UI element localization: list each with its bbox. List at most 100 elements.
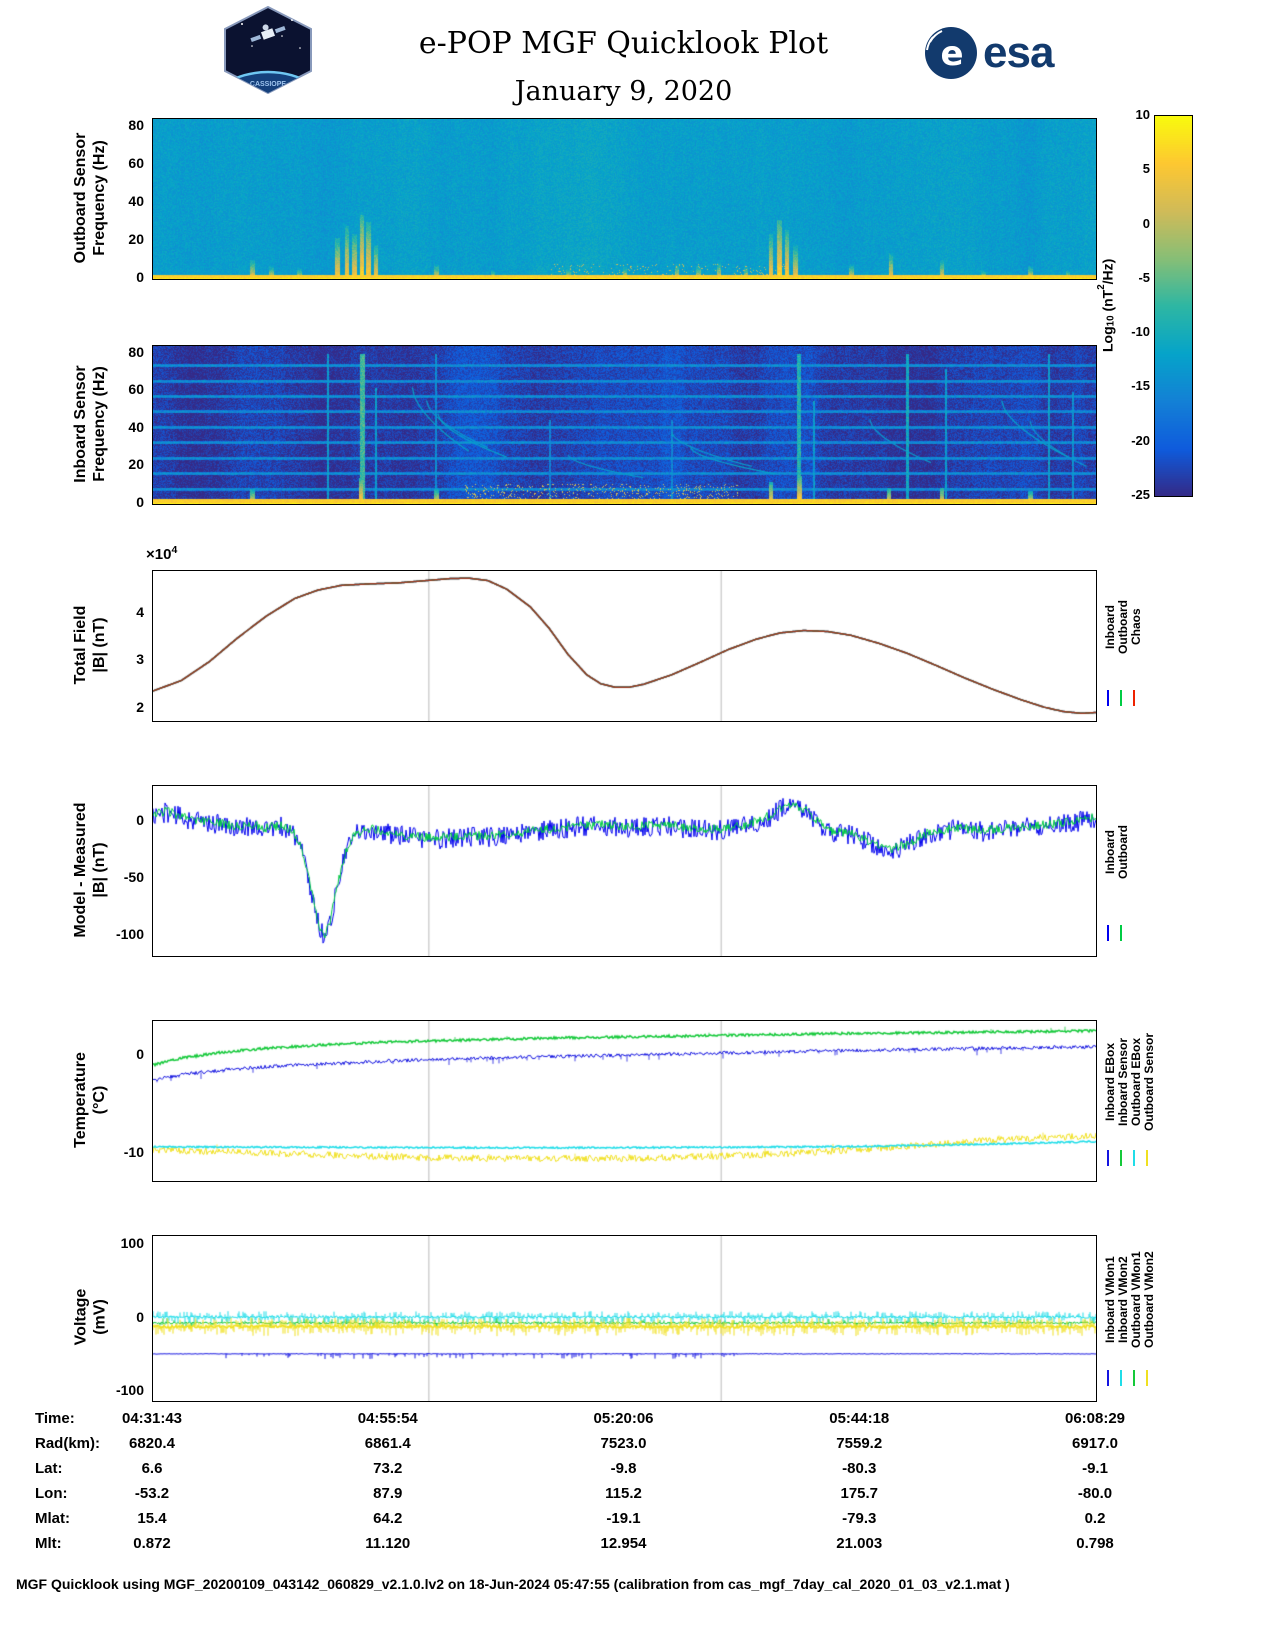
y-tick-label: 100 — [120, 1234, 144, 1251]
scale-exponent: 4 — [171, 544, 178, 556]
ephemeris-value: -9.8 — [610, 1460, 637, 1477]
y-tick-label: 0 — [136, 269, 144, 285]
ephemeris-value: -80.0 — [1077, 1485, 1113, 1502]
ephemeris-row-label: Mlat: — [35, 1510, 70, 1527]
scale-base: ×10 — [146, 546, 172, 563]
legend-marker — [1146, 1150, 1148, 1166]
colorbar-label-sub: 10 — [1105, 315, 1117, 327]
colorbar-tick-label: 5 — [1142, 161, 1150, 177]
svg-text:CASSIOPE: CASSIOPE — [250, 81, 287, 88]
esa-wordmark: esa — [983, 28, 1054, 77]
ephemeris-row-label: Time: — [35, 1410, 75, 1427]
ephemeris-value: 12.954 — [600, 1535, 647, 1552]
legend-marker — [1133, 1370, 1135, 1386]
colorbar-label-part: Log — [1099, 326, 1116, 352]
ephemeris-value: 06:08:29 — [1064, 1410, 1126, 1427]
y-tick-label: 2 — [136, 699, 144, 716]
legend-label: Inboard VMon1 — [1103, 1256, 1117, 1343]
y-tick-label: 60 — [128, 381, 144, 398]
esa-logo-icon: e — [925, 27, 977, 79]
cassiope-mission-logo-icon: CASSIOPE — [224, 6, 312, 94]
legend-marker — [1133, 690, 1135, 706]
y-tick-label: 20 — [128, 230, 144, 247]
ylabel-line: |B| (nT) — [91, 617, 108, 673]
legend-label: Outboard — [1116, 825, 1130, 879]
ephemeris-value: 6820.4 — [129, 1435, 175, 1452]
model-measured-canvas — [153, 786, 1096, 956]
legend-label: Inboard — [1103, 830, 1117, 874]
legend-marker — [1120, 690, 1122, 706]
y-tick-label: 0 — [136, 812, 144, 829]
esa-logo: e esa — [924, 26, 1054, 80]
ephemeris-value: -80.3 — [842, 1460, 877, 1477]
legend-label: Inboard — [1103, 605, 1117, 649]
ephemeris-value: 7523.0 — [600, 1435, 647, 1452]
outboard-spectrogram-canvas — [153, 119, 1096, 279]
legend-marker — [1107, 690, 1109, 706]
ephemeris-value: 0.872 — [133, 1535, 171, 1552]
y-tick-label: -100 — [115, 1382, 144, 1399]
footer-caption: MGF Quicklook using MGF_20200109_043142_… — [16, 1576, 1010, 1592]
ephemeris-value: 115.2 — [605, 1485, 642, 1502]
legend-label: Outboard VMon2 — [1142, 1251, 1156, 1348]
legend-label: Chaos — [1129, 608, 1143, 646]
ephemeris-value: -53.2 — [134, 1485, 170, 1502]
ephemeris-row-label: Lat: — [35, 1460, 63, 1477]
ephemeris-value: 11.120 — [365, 1535, 411, 1552]
legend-marker — [1120, 1370, 1122, 1386]
temperature-canvas — [153, 1021, 1096, 1181]
ephemeris-value: 21.003 — [836, 1535, 883, 1552]
legend-label: Outboard Sensor — [1142, 1033, 1156, 1132]
panel-model-measured — [152, 785, 1097, 957]
ephemeris-value: 6861.4 — [364, 1435, 411, 1452]
y-tick-label: 60 — [128, 154, 144, 171]
panel-outboard-spectrogram — [152, 118, 1097, 280]
colorbar-tick-label: -25 — [1131, 487, 1150, 502]
ephemeris-value: 175.7 — [840, 1485, 879, 1502]
panel-inboard-spectrogram — [152, 345, 1097, 505]
ephemeris-row-label: Lon: — [35, 1485, 68, 1502]
legend-marker — [1107, 1370, 1109, 1386]
y-tick-label: -10 — [123, 1143, 144, 1160]
ephemeris-value: 73.2 — [373, 1460, 403, 1477]
colorbar-label-sup: 2 — [1096, 284, 1107, 290]
colorbar-gradient — [1155, 116, 1192, 496]
y-tick-label: 40 — [128, 192, 144, 209]
ephemeris-value: 04:31:43 — [121, 1410, 183, 1427]
legend-marker — [1120, 925, 1122, 941]
y-tick-label: 80 — [128, 116, 144, 133]
legend-label: Outboard VMon1 — [1129, 1251, 1143, 1348]
y-tick-label: 3 — [136, 651, 144, 668]
figure-date: January 9, 2020 — [514, 76, 733, 107]
legend-label: Outboard EBox — [1129, 1038, 1143, 1127]
ephemeris-value: 0.798 — [1076, 1535, 1114, 1552]
colorbar-tick-label: 0 — [1142, 215, 1150, 231]
legend-marker — [1146, 1370, 1148, 1386]
page-title: e-POP MGF Quicklook Plot — [418, 26, 829, 61]
colorbar — [1154, 115, 1193, 497]
y-tick-label: 4 — [136, 603, 144, 620]
colorbar-label-part: /Hz) — [1099, 258, 1116, 284]
ephemeris-value: 15.4 — [137, 1510, 167, 1527]
ephemeris-value: 05:44:18 — [829, 1410, 890, 1427]
panel-temperature — [152, 1020, 1097, 1182]
legend-marker — [1120, 1150, 1122, 1166]
y-tick-label: 80 — [128, 343, 144, 360]
colorbar-tick-label: 10 — [1135, 107, 1150, 122]
ephemeris-value: -79.3 — [842, 1510, 877, 1527]
colorbar-tick-label: -15 — [1131, 378, 1150, 394]
ylabel-line: Total Field — [72, 605, 89, 685]
colorbar-label-part: (nT — [1099, 289, 1116, 316]
legend-label: Inboard Sensor — [1116, 1038, 1130, 1127]
y-tick-label: 0 — [136, 1046, 144, 1063]
ephemeris-value: 6.6 — [141, 1460, 163, 1477]
y-tick-label: 20 — [128, 456, 144, 473]
ephemeris-value: 6917.0 — [1072, 1435, 1118, 1452]
legend-label: Inboard EBox — [1103, 1043, 1117, 1122]
legend-marker — [1133, 1150, 1135, 1166]
colorbar-label: Log10 (nT2/Hz) — [1096, 115, 1116, 495]
ephemeris-value: 05:20:06 — [593, 1410, 654, 1427]
ephemeris-value: -9.1 — [1082, 1460, 1108, 1477]
legend-marker — [1107, 1150, 1109, 1166]
